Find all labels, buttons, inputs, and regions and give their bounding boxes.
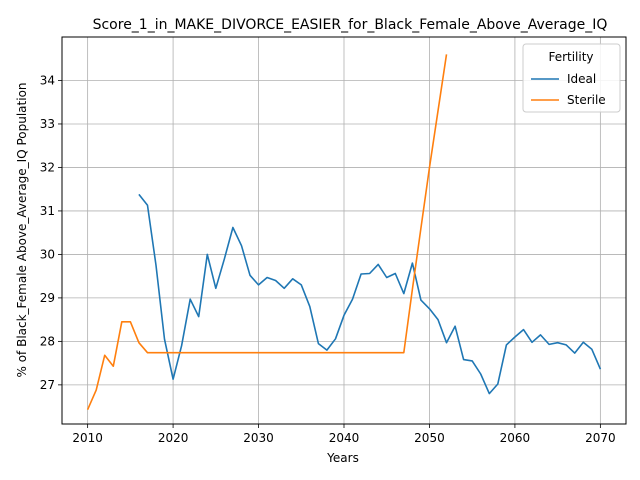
y-tick-label: 28 [40,334,55,348]
y-tick-label: 33 [40,117,55,131]
series-line-sterile [86,54,448,411]
x-tick-label: 2010 [72,431,103,445]
series-lines [86,54,602,411]
y-axis-ticks: 27 28 29 30 31 32 33 34 [40,73,62,392]
legend-label-ideal: Ideal [567,72,596,86]
legend-box [522,43,621,113]
y-tick-label: 30 [40,247,55,261]
chart-title: Score_1_in_MAKE_DIVORCE_EASIER_for_Black… [93,17,608,33]
grid-lines [62,37,626,424]
y-tick-label: 31 [40,204,55,218]
legend-title: Fertility [548,50,593,64]
y-tick-label: 27 [40,378,55,392]
x-tick-label: 2040 [329,431,360,445]
x-tick-label: 2070 [585,431,616,445]
x-tick-label: 2020 [158,431,189,445]
x-axis-label: Years [326,451,359,465]
legend: Fertility Ideal Sterile [522,43,621,113]
y-tick-label: 29 [40,291,55,305]
x-tick-label: 2060 [500,431,531,445]
y-tick-label: 32 [40,160,55,174]
y-axis-label: % of Black_Female Above_Average_IQ Popul… [15,82,29,377]
x-axis-ticks: 2010 2020 2030 2040 2050 2060 2070 [72,424,616,445]
x-tick-label: 2030 [243,431,274,445]
x-tick-label: 2050 [414,431,445,445]
series-line-ideal [138,193,602,395]
y-tick-label: 34 [40,73,55,87]
legend-label-sterile: Sterile [567,93,606,107]
